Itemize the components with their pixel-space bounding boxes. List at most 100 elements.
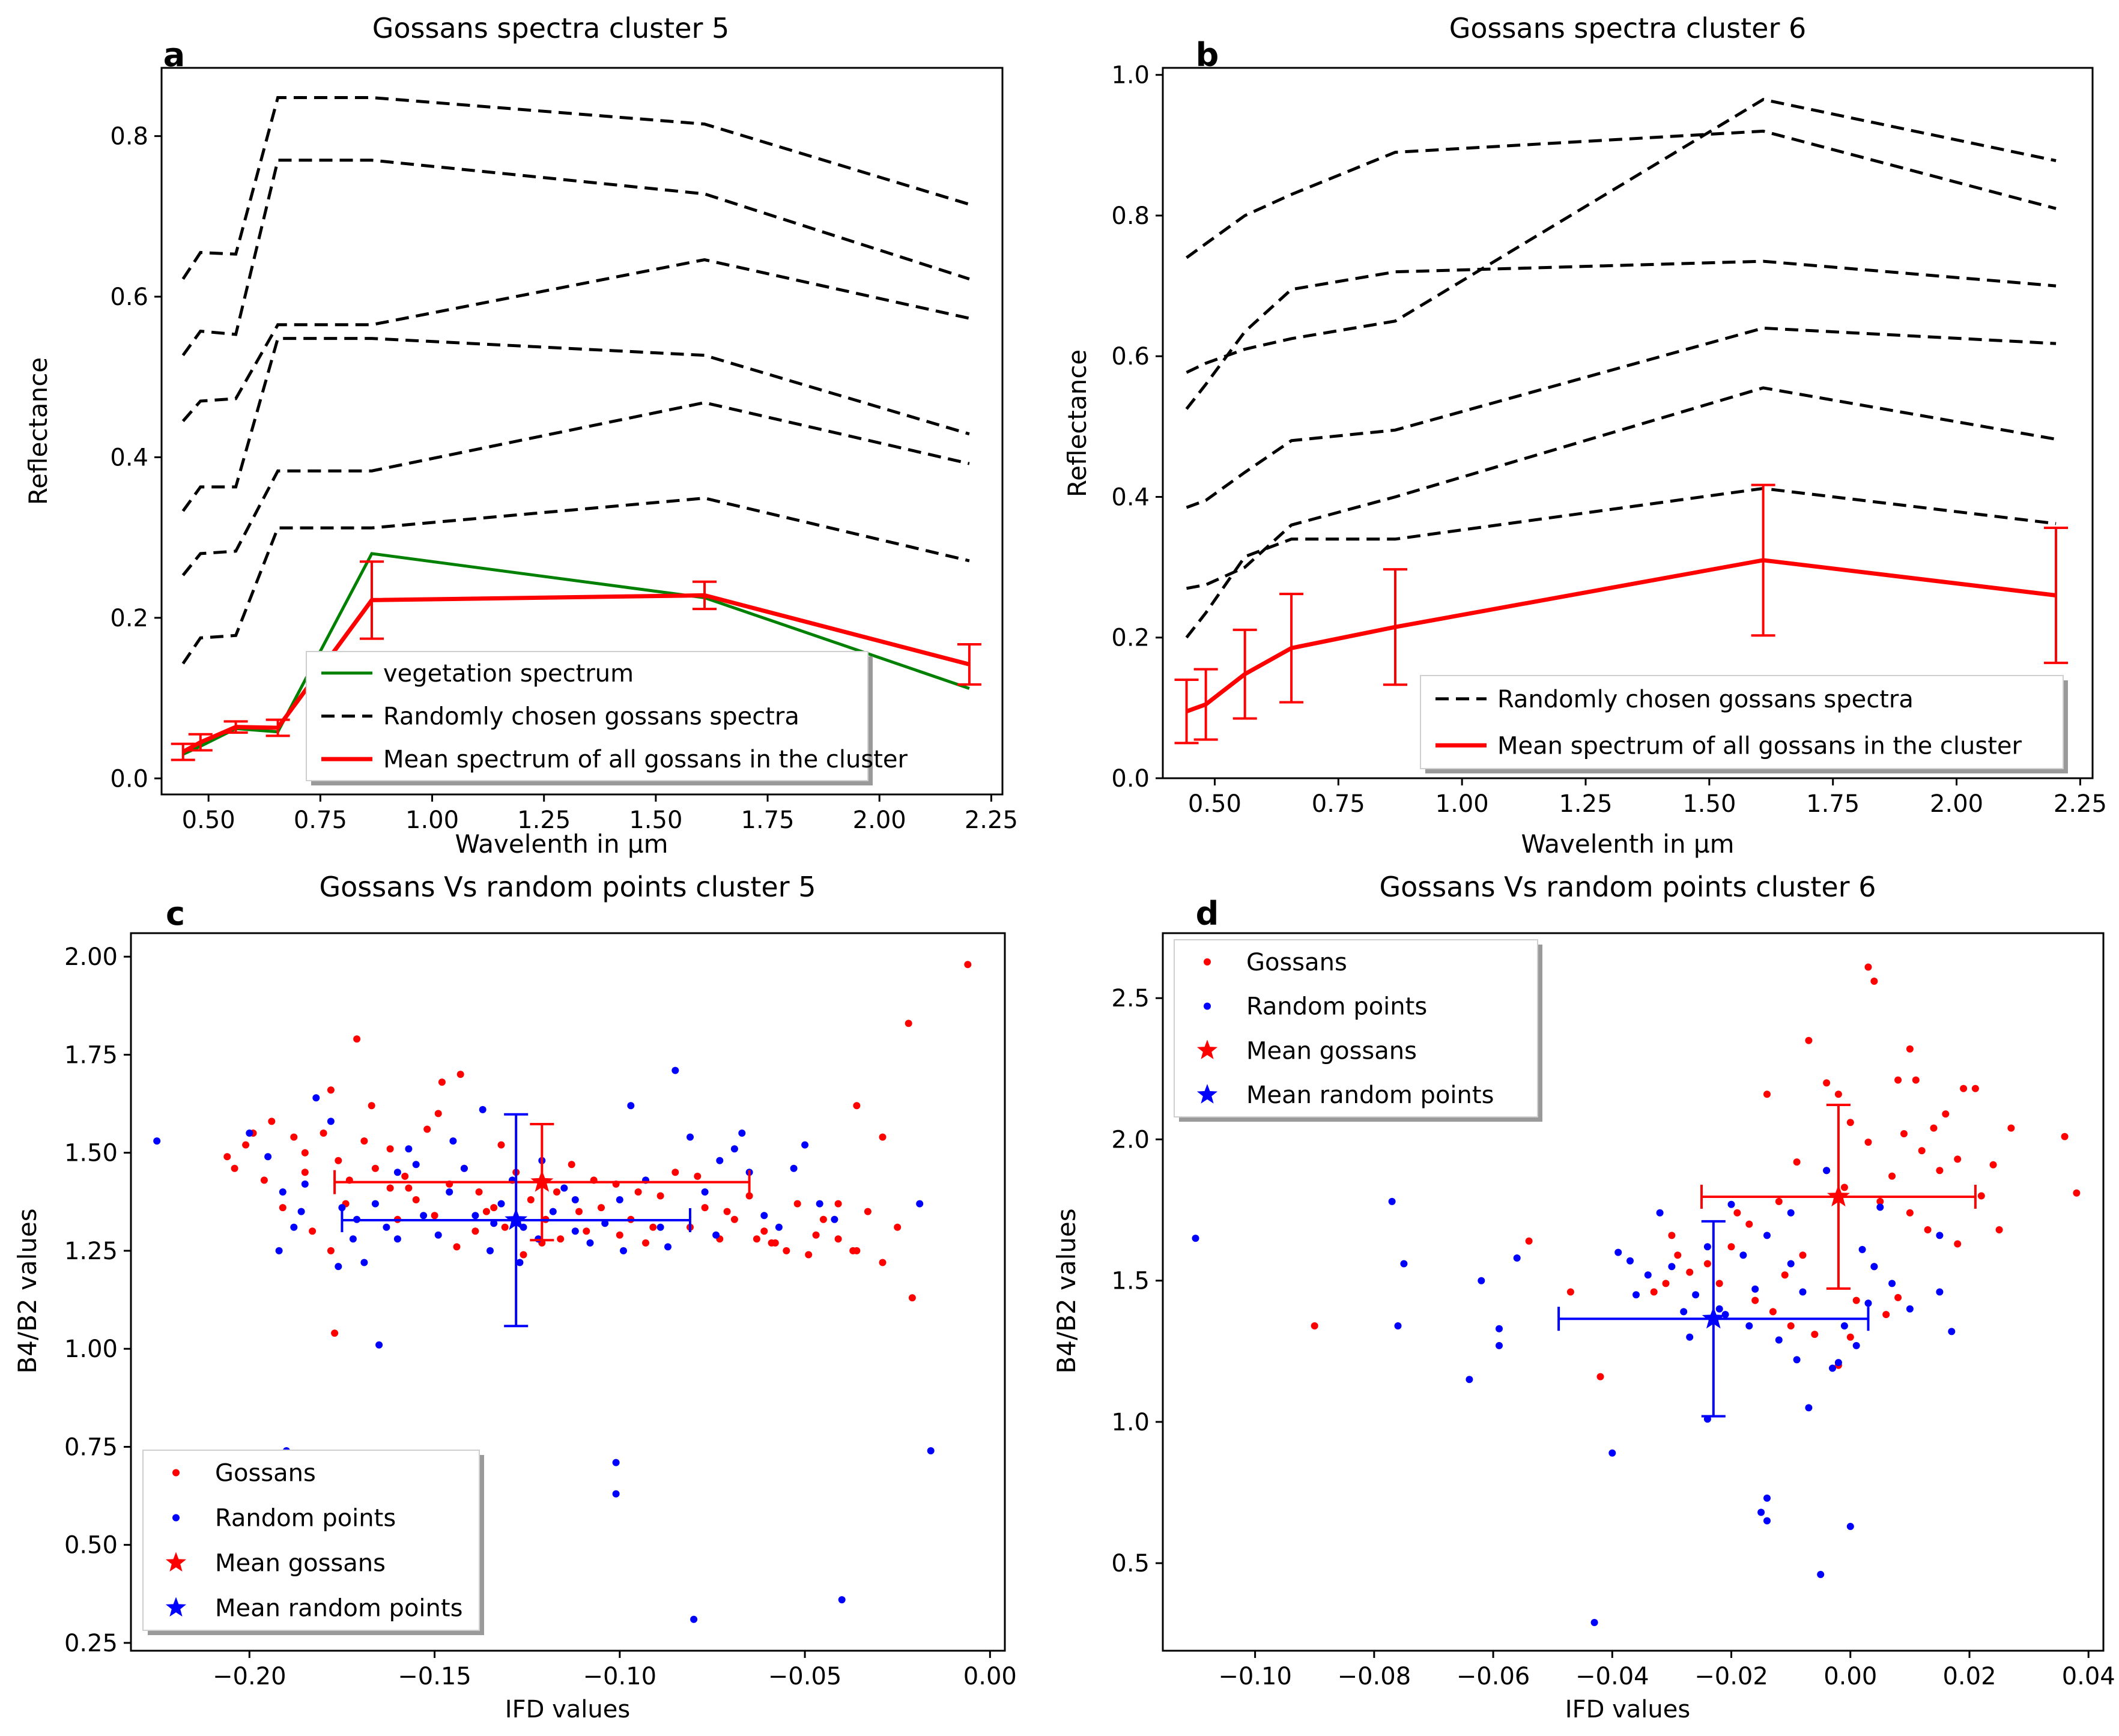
x-tick-label: 1.75 — [1806, 790, 1860, 818]
random-point — [1745, 1322, 1753, 1329]
gossan-point — [1918, 1147, 1926, 1155]
random-point — [816, 1200, 823, 1208]
random-point — [1394, 1322, 1402, 1329]
random-point — [349, 1235, 357, 1243]
gossan-point — [320, 1130, 327, 1137]
random-point — [801, 1141, 809, 1149]
random-point — [1656, 1209, 1664, 1217]
random-point — [1948, 1328, 1956, 1335]
random-point — [616, 1196, 623, 1203]
random-point — [838, 1596, 846, 1604]
gossan-point — [386, 1184, 394, 1192]
gossan-point — [327, 1086, 335, 1094]
x-axis-label: Wavelenth in µm — [1521, 829, 1734, 859]
gossan-point — [223, 1153, 231, 1161]
y-axis-label: B4/B2 values — [1052, 1208, 1081, 1373]
random-point — [393, 1235, 401, 1243]
gossan-point — [745, 1192, 753, 1200]
gossan-point — [1668, 1232, 1676, 1239]
y-tick-label: 0.5 — [1111, 1550, 1150, 1577]
gossan-point — [730, 1215, 738, 1223]
random-point — [1727, 1200, 1735, 1208]
x-tick-label: −0.05 — [768, 1663, 842, 1690]
gossan-point — [2073, 1189, 2081, 1197]
x-tick-label: 0.02 — [1942, 1663, 1996, 1690]
random-point — [1852, 1341, 1860, 1349]
gossan-point — [1769, 1308, 1777, 1316]
random-point — [656, 1223, 664, 1231]
gossan-point — [879, 1133, 887, 1141]
gossan-point — [805, 1251, 813, 1259]
gossan-point — [1840, 1184, 1848, 1191]
random-point — [1680, 1308, 1688, 1316]
gossan-point — [1864, 963, 1872, 971]
gossan-point — [1977, 1192, 1985, 1200]
gossan-point — [371, 1164, 379, 1172]
legend-star-swatch — [165, 1552, 187, 1572]
random-point — [393, 1169, 401, 1176]
dashed-series-line — [181, 497, 970, 665]
gossan-point — [335, 1157, 342, 1164]
legend-label: Random points — [215, 1505, 396, 1532]
random-point — [664, 1243, 671, 1251]
gossan-point — [309, 1227, 317, 1235]
random-point — [1466, 1376, 1473, 1384]
panel-b: 0.50 0.75 1.00 1.25 1.50 1.75 2.00 2.25 0.0 0.2 0.… — [1063, 12, 2107, 859]
random-point — [690, 1615, 698, 1623]
random-point — [738, 1130, 746, 1137]
random-point — [1763, 1517, 1771, 1525]
random-point — [612, 1490, 620, 1498]
random-point — [790, 1164, 798, 1172]
panel-d: −0.10 −0.08 −0.06 −0.04 −0.02 0.00 0.02 0.04 0.5… — [1052, 871, 2115, 1723]
x-tick-label: 0.50 — [1188, 790, 1241, 818]
random-point — [1864, 1299, 1872, 1307]
random-point — [1388, 1197, 1396, 1205]
gossan-point — [642, 1239, 649, 1247]
random-point — [360, 1259, 368, 1266]
gossan-point — [1846, 1333, 1854, 1341]
random-point — [1703, 1243, 1711, 1251]
gossan-point — [1775, 1197, 1783, 1205]
random-point — [335, 1263, 342, 1271]
chart-title: Gossans Vs random points cluster 6 — [1380, 871, 1876, 903]
random-point — [612, 1459, 620, 1466]
y-axis-label: Reflectance — [23, 357, 53, 505]
random-point — [1715, 1305, 1723, 1313]
random-point — [1632, 1291, 1640, 1299]
gossan-point — [331, 1329, 339, 1337]
gossan-point — [1989, 1161, 1997, 1169]
random-point — [1799, 1288, 1807, 1296]
gossan-point — [2061, 1133, 2069, 1140]
random-point — [701, 1188, 709, 1196]
x-tick-label: 0.00 — [963, 1663, 1017, 1690]
legend-label: Mean gossans — [215, 1550, 386, 1577]
random-point — [1590, 1619, 1598, 1626]
random-point — [1888, 1280, 1896, 1287]
random-point — [571, 1196, 579, 1203]
random-point — [460, 1164, 468, 1172]
gossan-point — [1799, 1251, 1807, 1259]
gossan-point — [438, 1078, 446, 1086]
gossan-point — [434, 1110, 442, 1118]
random-point — [549, 1208, 557, 1215]
gossan-point — [1751, 1296, 1759, 1304]
y-tick-label: 0.8 — [1111, 202, 1150, 230]
y-tick-label: 0.2 — [110, 605, 148, 632]
legend-label: vegetation spectrum — [383, 660, 634, 688]
legend-label: Random points — [1246, 993, 1427, 1021]
y-tick-label: 1.00 — [64, 1335, 118, 1363]
plot-frame — [130, 932, 1006, 1652]
gossan-point — [964, 961, 972, 969]
gossan-point — [412, 1196, 420, 1203]
x-tick-label: 2.00 — [853, 806, 906, 834]
dashed-series-line — [181, 96, 970, 280]
gossan-point — [649, 1223, 657, 1231]
random-point — [1936, 1288, 1944, 1296]
gossan-point — [694, 1172, 702, 1180]
legend-label: Mean spectrum of all gossans in the clus… — [383, 746, 908, 773]
y-tick-label: 0.6 — [1111, 343, 1150, 370]
chart-title: Gossans spectra cluster 6 — [1449, 12, 1807, 44]
random-point — [1787, 1260, 1795, 1268]
random-point — [1834, 1359, 1842, 1367]
